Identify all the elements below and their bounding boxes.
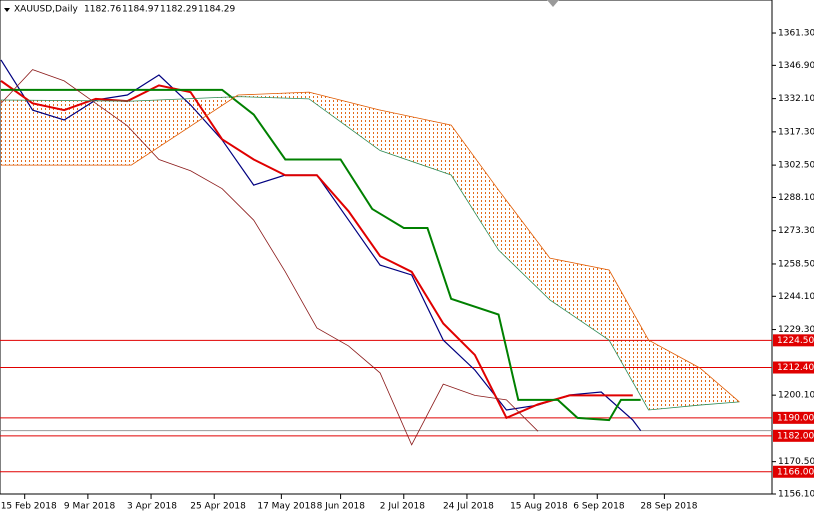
level-label-box xyxy=(773,429,814,442)
x-tick-label: 24 Jul 2018 xyxy=(443,502,494,512)
close: 1184.29 xyxy=(198,5,235,15)
y-tick-label: 1244.10 xyxy=(778,292,814,302)
x-tick-label: 28 Sep 2018 xyxy=(640,502,697,512)
x-tick-label: 2 Jul 2018 xyxy=(380,502,425,512)
level-label: 1166.00 xyxy=(777,467,814,477)
level-label: 1182.00 xyxy=(777,431,814,441)
x-tick-label: 25 Apr 2018 xyxy=(190,502,246,512)
symbol: XAUUSD,Daily xyxy=(14,5,78,15)
y-tick-label: 1332.10 xyxy=(778,94,814,104)
y-tick-label: 1317.30 xyxy=(778,127,814,137)
y-tick-label: 1156.10 xyxy=(778,490,814,500)
level-label-box xyxy=(773,361,814,374)
y-tick-label: 1346.90 xyxy=(778,61,814,71)
high: 1184.97 xyxy=(122,5,159,15)
x-tick-label: 17 May 2018 xyxy=(257,502,316,512)
y-tick-label: 1361.30 xyxy=(778,29,814,39)
shift-marker xyxy=(547,0,559,7)
level-label-box xyxy=(773,465,814,478)
y-tick-label: 1302.50 xyxy=(778,161,814,171)
x-tick-label: 15 Aug 2018 xyxy=(510,502,568,512)
y-tick-label: 1200.10 xyxy=(778,391,814,401)
plot-frame xyxy=(0,0,773,495)
level-label-box xyxy=(773,334,814,347)
series-line xyxy=(0,69,539,446)
series-line xyxy=(0,80,633,420)
x-tick-label: 3 Apr 2018 xyxy=(127,502,177,512)
x-tick-label: 15 Feb 2018 xyxy=(1,502,57,512)
level-label: 1224.50 xyxy=(777,336,814,346)
y-tick-label: 1258.50 xyxy=(778,259,814,269)
menu-arrow xyxy=(4,8,10,12)
y-tick-label: 1170.50 xyxy=(778,457,814,467)
y-tick-label: 1273.30 xyxy=(778,226,814,236)
low: 1182.29 xyxy=(160,5,197,15)
series-line xyxy=(1,88,641,422)
y-tick-label: 1288.10 xyxy=(778,193,814,203)
x-tick-label: 8 Jun 2018 xyxy=(317,502,366,512)
series-line xyxy=(1,91,740,403)
kumo-fill xyxy=(1,92,740,410)
x-tick-label: 9 Mar 2018 xyxy=(64,502,116,512)
open: 1182.76 xyxy=(84,5,121,15)
plot-area xyxy=(0,59,772,473)
y-tick-label: 1229.30 xyxy=(778,325,814,335)
level-label-box xyxy=(773,411,814,424)
series-line xyxy=(0,96,740,411)
x-tick-label: 6 Sep 2018 xyxy=(573,502,625,512)
level-label: 1190.00 xyxy=(777,413,814,423)
level-label: 1212.40 xyxy=(777,363,814,373)
